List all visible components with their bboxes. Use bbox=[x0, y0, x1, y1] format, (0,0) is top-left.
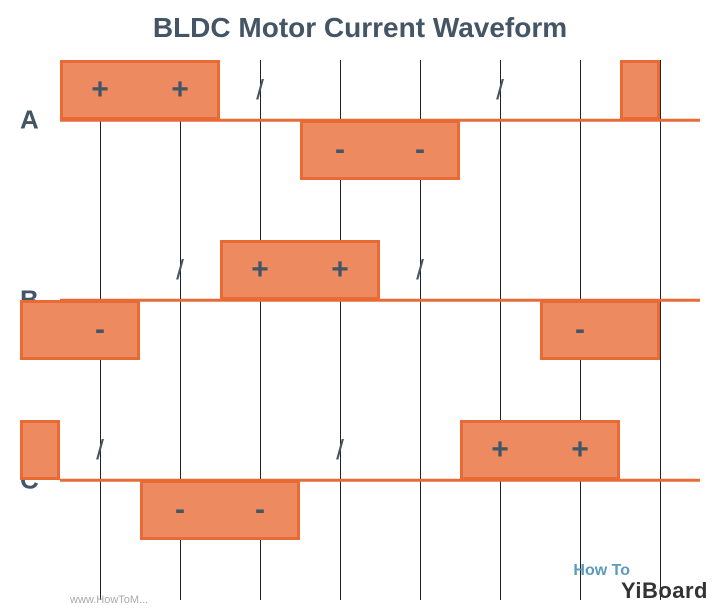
off-symbol: / bbox=[256, 74, 264, 106]
minus-symbol: - bbox=[575, 313, 585, 347]
minus-symbol: - bbox=[415, 133, 425, 167]
current-block bbox=[20, 420, 60, 480]
current-block bbox=[20, 300, 140, 360]
phase-row-C: C--++// bbox=[60, 420, 700, 540]
off-symbol: / bbox=[416, 254, 424, 286]
waveform-chart: A++--//B-++-//C--++// bbox=[60, 60, 700, 600]
minus-symbol: - bbox=[335, 133, 345, 167]
watermark-source: www.HowToM... bbox=[70, 594, 148, 606]
plus-symbol: + bbox=[251, 253, 269, 287]
watermark-brand: YiBoard bbox=[621, 578, 708, 604]
current-block bbox=[300, 120, 460, 180]
off-symbol: / bbox=[336, 434, 344, 466]
plus-symbol: + bbox=[331, 253, 349, 287]
plus-symbol: + bbox=[491, 433, 509, 467]
plus-symbol: + bbox=[91, 73, 109, 107]
phase-row-A: A++--// bbox=[60, 60, 700, 180]
current-block bbox=[140, 480, 300, 540]
chart-title: BLDC Motor Current Waveform bbox=[0, 0, 720, 44]
off-symbol: / bbox=[176, 254, 184, 286]
phase-label-A: A bbox=[20, 105, 39, 136]
current-block bbox=[540, 300, 660, 360]
minus-symbol: - bbox=[255, 493, 265, 527]
current-block bbox=[460, 420, 620, 480]
current-block bbox=[620, 60, 660, 120]
current-block bbox=[60, 60, 220, 120]
minus-symbol: - bbox=[175, 493, 185, 527]
off-symbol: / bbox=[496, 74, 504, 106]
off-symbol: / bbox=[96, 434, 104, 466]
minus-symbol: - bbox=[95, 313, 105, 347]
current-block bbox=[220, 240, 380, 300]
phase-row-B: B-++-// bbox=[60, 240, 700, 360]
plus-symbol: + bbox=[571, 433, 589, 467]
plus-symbol: + bbox=[171, 73, 189, 107]
